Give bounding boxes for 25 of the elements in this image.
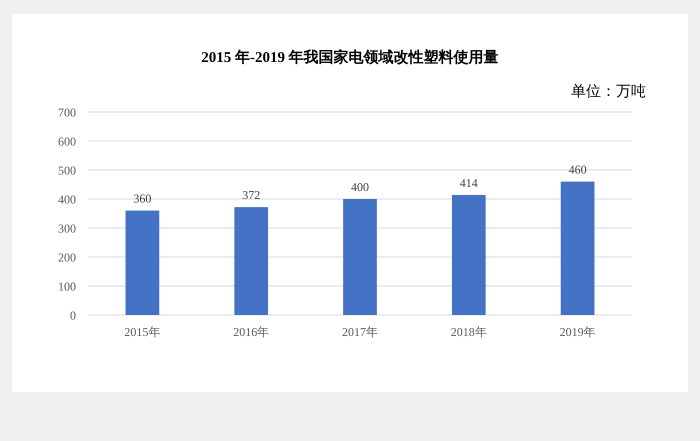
- bar: [234, 207, 268, 315]
- bar: [452, 194, 486, 315]
- y-tick-label: 300: [58, 222, 76, 236]
- data-label: 372: [242, 188, 260, 202]
- bar: [126, 210, 160, 315]
- y-tick-label: 100: [58, 280, 76, 294]
- text: 单位：万吨: [571, 83, 646, 100]
- bar: [560, 182, 594, 315]
- x-tick-label: 2015年: [124, 325, 160, 339]
- y-tick-label: 200: [58, 250, 76, 264]
- data-label: 460: [568, 162, 587, 177]
- chart-title: 2015 年-2019 年我国家电领域改性塑料使用量: [201, 48, 499, 66]
- data-label: 414: [460, 176, 478, 190]
- y-tick-label: 0: [70, 308, 76, 322]
- y-tick-label: 700: [58, 106, 76, 120]
- x-tick-label: 2018年: [450, 325, 487, 339]
- bar: [343, 199, 377, 315]
- y-tick-label: 400: [58, 192, 76, 206]
- x-tick-label: 2019年: [560, 325, 596, 339]
- y-tick-label: 600: [58, 134, 76, 148]
- y-tick-label: 500: [58, 164, 76, 178]
- x-tick-label: 2016年: [233, 325, 270, 339]
- data-label: 360: [133, 192, 152, 206]
- data-label: 400: [351, 180, 369, 194]
- x-tick-label: 2017年: [342, 325, 378, 339]
